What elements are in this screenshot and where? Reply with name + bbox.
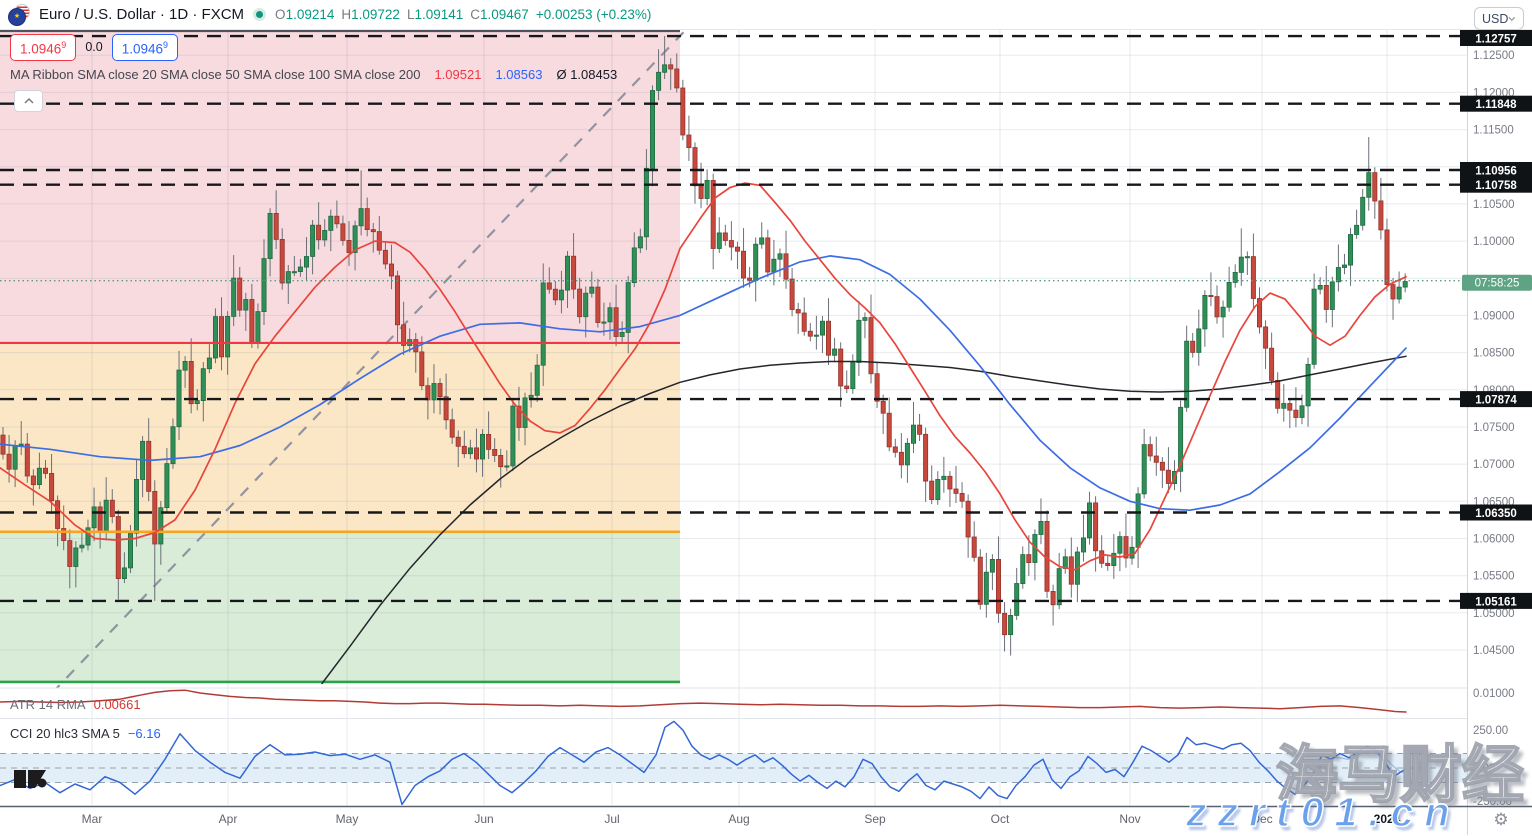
svg-text:Oct: Oct [991, 812, 1010, 826]
candles-layer [0, 35, 1408, 656]
price-line-label-blue[interactable]: 1.09469 [111, 34, 179, 61]
eurusd-pair-icon: ★ [8, 3, 30, 26]
ma-ribbon-zones [0, 30, 680, 682]
level-price-label [1460, 391, 1532, 408]
ma-value-mid: 1.08563 [495, 67, 543, 82]
chevron-down-icon [1508, 16, 1516, 21]
sma100-line [0, 255, 1407, 512]
svg-text:1.11848: 1.11848 [1476, 99, 1518, 111]
svg-text:1.10000: 1.10000 [1473, 236, 1515, 248]
watermark-site: zzrt01.cn [1185, 788, 1461, 836]
countdown-label [1462, 274, 1532, 291]
symbol-title[interactable]: Euro / U.S. Dollar · 1D · FXCM [39, 6, 245, 23]
watermark-cjk: 海马财经 [1275, 740, 1525, 811]
svg-text:1.07874: 1.07874 [1475, 395, 1517, 407]
svg-text:1.05500: 1.05500 [1473, 571, 1515, 583]
ma-value-fast: 1.09521 [434, 67, 482, 82]
atr-value: 0.00661 [93, 697, 141, 712]
collapse-button[interactable] [14, 90, 43, 112]
cci-indicator-legend: CCI 20 hlc3 SMA 5 −6.16 [10, 726, 161, 741]
svg-text:1.05161: 1.05161 [1475, 596, 1517, 608]
ohlc-legend: O1.09214 H1.09722 L1.09141 C1.09467 +0.0… [275, 7, 651, 22]
level-price-label [1460, 504, 1532, 521]
close-label: C [470, 7, 481, 22]
svg-text:07:58:25: 07:58:25 [1475, 278, 1520, 290]
svg-text:1.10500: 1.10500 [1473, 199, 1515, 211]
open-label: O [275, 7, 286, 22]
market-status-icon [253, 8, 267, 21]
price-scale[interactable]: 1.125001.120001.115001.105001.100001.090… [1460, 30, 1532, 835]
high-label: H [341, 7, 352, 22]
svg-text:1.12500: 1.12500 [1473, 50, 1515, 62]
close-value: 1.09467 [480, 7, 529, 22]
level-price-label [1460, 30, 1532, 46]
open-value: 1.09214 [285, 7, 335, 22]
atr-label: ATR 14 RMA [10, 697, 86, 712]
svg-text:1.09000: 1.09000 [1473, 310, 1515, 322]
svg-text:1.10758: 1.10758 [1475, 180, 1517, 192]
ma-value-avg: Ø 1.08453 [556, 67, 618, 82]
chevron-up-icon [23, 98, 34, 104]
ma-ribbon-title: MA Ribbon SMA close 20 SMA close 50 SMA … [10, 67, 421, 82]
svg-text:Dec: Dec [1251, 812, 1272, 826]
level-price-label [1460, 95, 1532, 112]
svg-text:Jun: Jun [474, 812, 493, 826]
svg-text:1.06000: 1.06000 [1473, 534, 1515, 546]
gridlines [0, 30, 1467, 806]
chart-header: ★ Euro / U.S. Dollar · 1D · FXCM O1.0921… [0, 0, 1532, 30]
cci-value: −6.16 [127, 726, 161, 741]
currency-label: USD [1482, 11, 1509, 26]
svg-text:1.05000: 1.05000 [1473, 608, 1515, 620]
svg-text:Jul: Jul [604, 812, 619, 826]
svg-text:2024: 2024 [1374, 812, 1401, 826]
ma-ribbon-legend: MA Ribbon SMA close 20 SMA close 50 SMA … [10, 67, 617, 82]
svg-text:250.00: 250.00 [1473, 725, 1508, 737]
cci-sma5-line [1284, 748, 1407, 792]
svg-text:1.06350: 1.06350 [1475, 508, 1517, 520]
level-price-label [1460, 592, 1532, 609]
svg-text:0.00: 0.00 [1473, 763, 1495, 775]
svg-text:0.01000: 0.01000 [1473, 688, 1515, 700]
currency-toggle-button[interactable]: USD [1474, 7, 1524, 30]
svg-text:Apr: Apr [219, 812, 238, 826]
high-value: 1.09722 [351, 7, 400, 22]
svg-text:May: May [336, 812, 359, 826]
change-value: +0.00253 (+0.23%) [535, 7, 652, 22]
svg-text:1.07500: 1.07500 [1473, 422, 1515, 434]
svg-text:Aug: Aug [728, 812, 749, 826]
level-price-label [1460, 162, 1532, 178]
zone-borders [0, 30, 680, 684]
low-value: 1.09141 [414, 7, 464, 22]
svg-text:-250.00: -250.00 [1473, 796, 1512, 808]
svg-text:Mar: Mar [82, 812, 103, 826]
svg-text:Nov: Nov [1119, 812, 1140, 826]
sma200-line [321, 355, 1407, 685]
low-label: L [406, 7, 415, 22]
time-scale[interactable]: Mar Apr May Jun Jul Aug Sep Oct Nov Dec 2024 ⚙ [0, 805, 1532, 830]
price-line-labels: 1.09469 0.0 1.09469 [10, 34, 179, 61]
atr-indicator-legend: ATR 14 RMA 0.00661 [10, 697, 141, 712]
cci-line [0, 720, 1407, 806]
cci-pane [0, 720, 1467, 806]
svg-text:1.08500: 1.08500 [1473, 348, 1515, 360]
cci-label: CCI 20 hlc3 SMA 5 [10, 726, 120, 741]
eu-flag-icon: ★ [8, 7, 26, 26]
zero-label: 0.0 [85, 40, 103, 55]
price-line-label-red[interactable]: 1.09469 [10, 34, 77, 61]
svg-text:Sep: Sep [864, 812, 886, 826]
svg-text:1.11500: 1.11500 [1473, 125, 1514, 137]
tradingview-logo[interactable] [14, 770, 47, 788]
trendline[interactable] [52, 30, 686, 693]
sr-levels[interactable] [0, 34, 1462, 603]
gear-icon[interactable]: ⚙ [1493, 810, 1508, 829]
svg-text:1.07000: 1.07000 [1473, 459, 1515, 471]
level-price-label [1460, 176, 1532, 193]
atr-line [0, 689, 1407, 713]
svg-text:1.12757: 1.12757 [1475, 34, 1517, 46]
svg-text:1.04500: 1.04500 [1473, 645, 1515, 657]
pane-separators [0, 687, 1467, 719]
svg-text:1.10956: 1.10956 [1475, 166, 1517, 178]
